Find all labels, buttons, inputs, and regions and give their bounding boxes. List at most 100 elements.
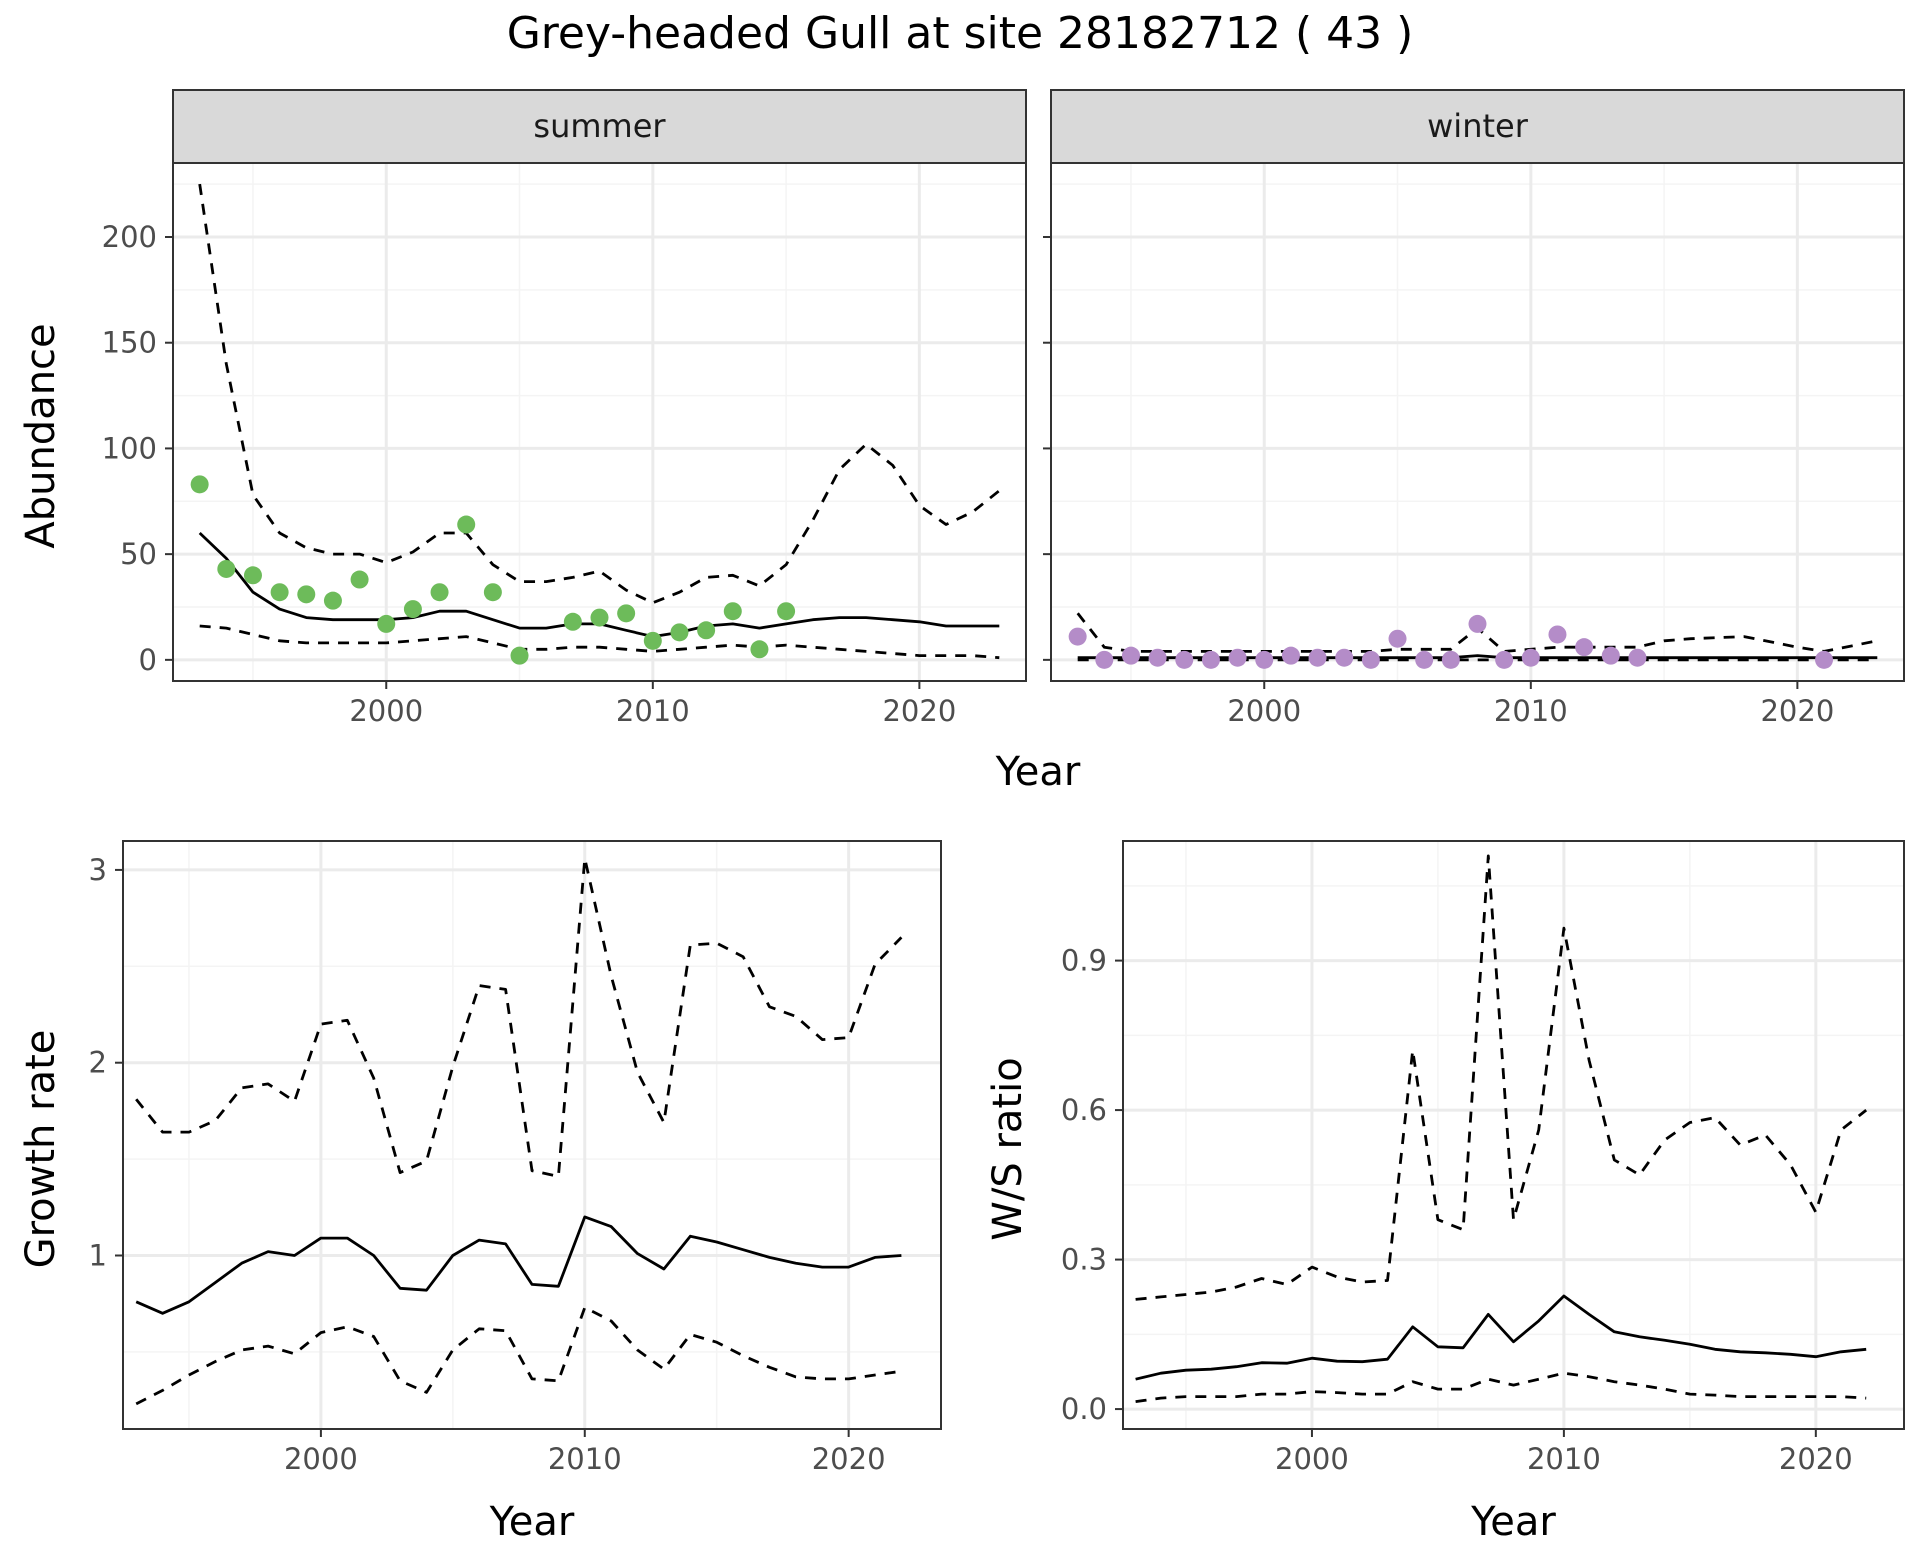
observed-point-summer <box>483 583 502 602</box>
panel-border-winter <box>1050 162 1905 682</box>
observed-point-winter <box>1495 650 1514 669</box>
x-tick-label: 2020 <box>812 1442 886 1476</box>
observed-point-winter <box>1415 650 1434 669</box>
observed-point-summer <box>243 566 262 585</box>
panel-border-growth <box>122 840 942 1430</box>
x-tick-label: 2000 <box>1227 694 1301 728</box>
observed-point-summer <box>323 591 342 610</box>
observed-point-summer <box>617 604 636 623</box>
observed-point-summer <box>590 608 609 627</box>
trend-line-growth-0 <box>135 1215 902 1315</box>
observed-point-summer <box>563 612 582 631</box>
x-tick-label: 2010 <box>548 1442 622 1476</box>
chart-panel-winter: winter 2000 2010 2020 <box>1043 89 1905 728</box>
observed-point-summer <box>750 640 769 659</box>
y-tick-label: 1 <box>89 1238 107 1272</box>
observed-point-summer <box>670 623 689 642</box>
observed-point-summer <box>723 602 742 621</box>
observed-point-summer <box>377 614 396 633</box>
observed-point-winter <box>1148 648 1167 667</box>
observed-point-summer <box>643 631 662 650</box>
observed-point-summer <box>297 585 316 604</box>
observed-point-summer <box>217 559 236 578</box>
observed-point-summer <box>270 583 289 602</box>
y-tick-label: 100 <box>102 431 157 465</box>
facet-strip-summer <box>172 89 1027 164</box>
y-tick-label: 200 <box>102 220 157 254</box>
observed-point-winter <box>1815 650 1834 669</box>
observed-point-winter <box>1281 646 1300 665</box>
x-axis-title-abundance: Year <box>995 749 1081 795</box>
y-tick-label: 3 <box>89 853 107 887</box>
x-axis-title: Year <box>489 1499 575 1545</box>
observed-point-winter <box>1601 646 1620 665</box>
panel-border-summer <box>172 162 1027 682</box>
ci-line-growth-2 <box>135 1306 902 1406</box>
y-axis-title: W/S ratio <box>985 1057 1031 1240</box>
observed-point-winter <box>1548 625 1567 644</box>
ci-line-summer-2 <box>199 624 1000 660</box>
trend-line-winter-0 <box>1077 654 1878 660</box>
observed-point-winter <box>1628 648 1647 667</box>
observed-point-summer <box>190 475 209 494</box>
observed-point-winter <box>1361 650 1380 669</box>
ci-line-winter-1 <box>1076 612 1878 653</box>
y-axis-title: Abundance <box>18 323 64 548</box>
observed-point-winter <box>1175 650 1194 669</box>
observed-point-summer <box>510 646 529 665</box>
facet-strip-label-summer: summer <box>533 107 666 145</box>
observed-point-winter <box>1121 646 1140 665</box>
trend-line-ratio-0 <box>1135 1294 1867 1381</box>
observed-point-winter <box>1095 650 1114 669</box>
x-tick-label: 2010 <box>616 694 690 728</box>
chart-panel-summer: summer 2000 2010 2020 0 50 100 150 200 Abundance <box>18 89 1027 728</box>
observed-point-winter <box>1388 629 1407 648</box>
figure-title: Grey-headed Gull at site 28182712 ( 43 ) <box>507 8 1414 59</box>
observed-point-winter <box>1335 648 1354 667</box>
observed-point-winter <box>1201 650 1220 669</box>
x-tick-label: 2020 <box>882 694 956 728</box>
ci-line-ratio-2 <box>1135 1371 1867 1403</box>
observed-point-summer <box>430 583 449 602</box>
observed-point-summer <box>697 621 716 640</box>
x-tick-label: 2000 <box>1275 1442 1349 1476</box>
x-tick-label: 2010 <box>1494 694 1568 728</box>
observed-point-winter <box>1521 648 1540 667</box>
x-tick-label: 2020 <box>1779 1442 1853 1476</box>
observed-point-winter <box>1441 650 1460 669</box>
observed-point-winter <box>1255 650 1274 669</box>
observed-point-summer <box>403 600 422 619</box>
y-tick-label: 0.6 <box>1061 1093 1107 1127</box>
observed-point-summer <box>457 515 476 534</box>
observed-point-winter <box>1308 648 1327 667</box>
panel-border-ratio <box>1122 840 1905 1430</box>
observed-point-winter <box>1468 614 1487 633</box>
x-tick-label: 2000 <box>349 694 423 728</box>
x-tick-label: 2000 <box>284 1442 358 1476</box>
observed-point-summer <box>350 570 369 589</box>
ci-line-growth-1 <box>135 857 903 1178</box>
panels: summer 2000 2010 2020 0 50 100 150 200 Abundance w… <box>18 89 1905 1545</box>
chart-panel-ratio: 2000 2010 2020 0.0 0.3 0.6 0.9 W/S ratio Year <box>985 840 1905 1545</box>
y-tick-label: 2 <box>89 1046 107 1080</box>
x-tick-label: 2020 <box>1760 694 1834 728</box>
ci-line-ratio-1 <box>1135 854 1868 1301</box>
observed-point-summer <box>777 602 796 621</box>
y-axis-title: Growth rate <box>18 1030 64 1269</box>
y-tick-label: 50 <box>120 537 157 571</box>
y-tick-label: 0 <box>139 643 157 677</box>
observed-point-winter <box>1575 638 1594 657</box>
y-tick-label: 0.3 <box>1061 1243 1107 1277</box>
observed-point-winter <box>1068 627 1087 646</box>
y-tick-label: 150 <box>102 326 157 360</box>
chart-panel-growth: 2000 2010 2020 1 2 3 Growth rate Year <box>18 840 942 1545</box>
observed-point-winter <box>1228 648 1247 667</box>
facet-strip-winter <box>1050 89 1905 164</box>
x-axis-title: Year <box>1470 1499 1556 1545</box>
y-tick-label: 0.0 <box>1061 1392 1107 1426</box>
facet-strip-label-winter: winter <box>1427 107 1529 145</box>
y-tick-label: 0.9 <box>1061 944 1107 978</box>
x-tick-label: 2010 <box>1527 1442 1601 1476</box>
